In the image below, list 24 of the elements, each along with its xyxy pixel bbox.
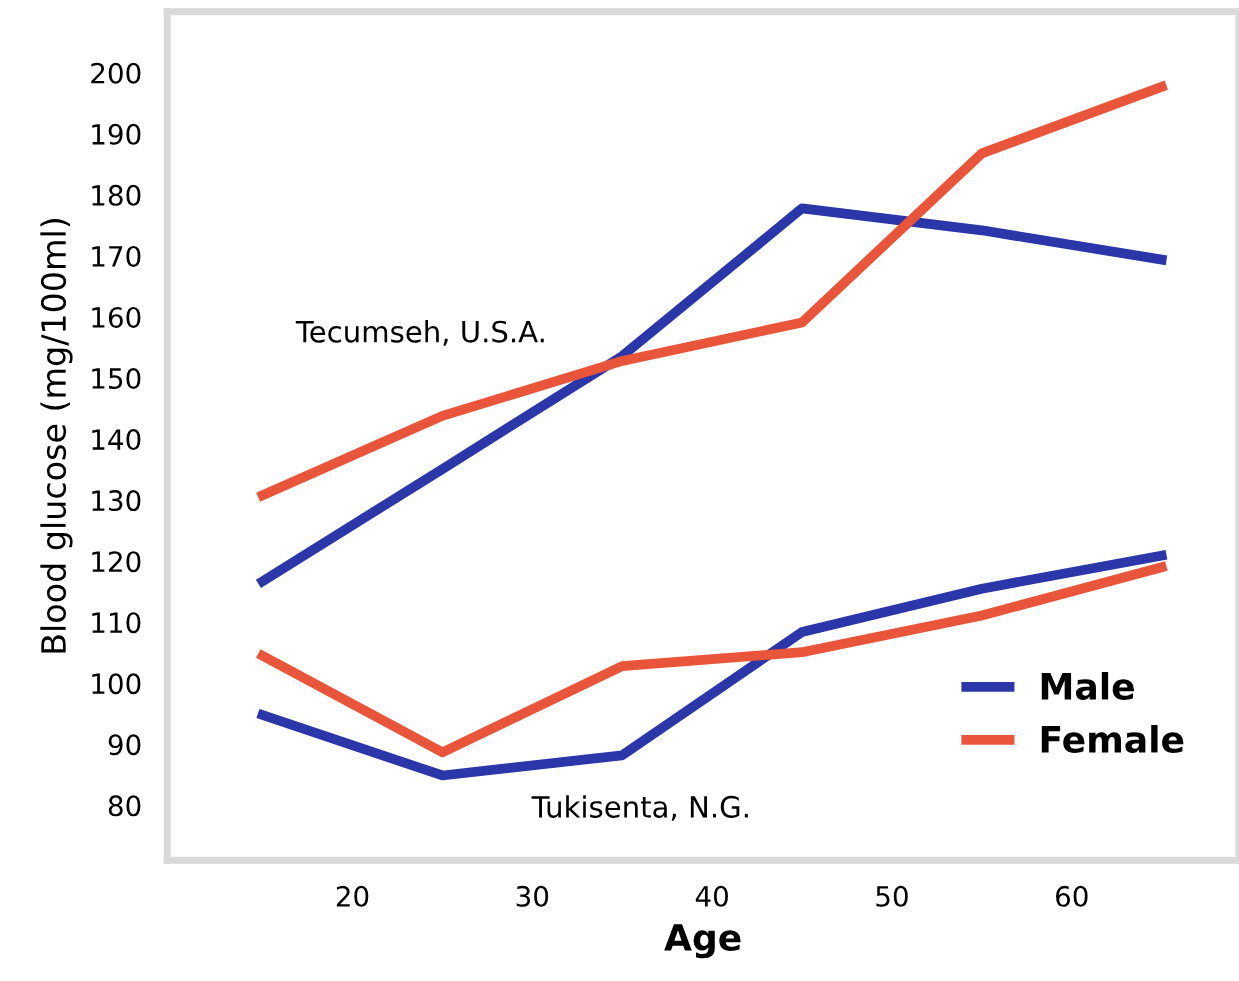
x-tick-label: 40 xyxy=(695,885,728,907)
y-tick-label: 130 xyxy=(92,490,141,512)
y-tick-label: 140 xyxy=(92,429,141,451)
annotation: Tecumseh, U.S.A. xyxy=(295,320,544,346)
y-tick-label: 100 xyxy=(92,673,141,695)
legend-label: Male xyxy=(1041,672,1134,700)
y-tick-label: 170 xyxy=(92,245,141,267)
y-tick-label: 200 xyxy=(91,62,141,84)
y-tick-label: 90 xyxy=(108,734,141,756)
y-tick-label: 180 xyxy=(92,184,141,206)
x-tick-label: 30 xyxy=(516,885,549,907)
annotation: Tukisenta, N.G. xyxy=(531,795,748,821)
x-tick-label: 50 xyxy=(876,885,908,907)
x-axis-title: Age xyxy=(664,924,741,959)
y-tick-label: 80 xyxy=(108,795,141,817)
y-tick-label: 150 xyxy=(92,368,141,390)
y-tick-label: 160 xyxy=(92,306,141,328)
x-tick-label: 20 xyxy=(336,885,369,907)
x-tick-label: 60 xyxy=(1056,885,1088,907)
y-tick-label: 120 xyxy=(92,551,141,573)
legend-label: Female xyxy=(1041,725,1184,753)
y-axis-title: Blood glucose (mg/100ml) xyxy=(40,219,73,653)
y-tick-label: 110 xyxy=(92,612,141,634)
y-tick-label: 190 xyxy=(92,123,141,145)
